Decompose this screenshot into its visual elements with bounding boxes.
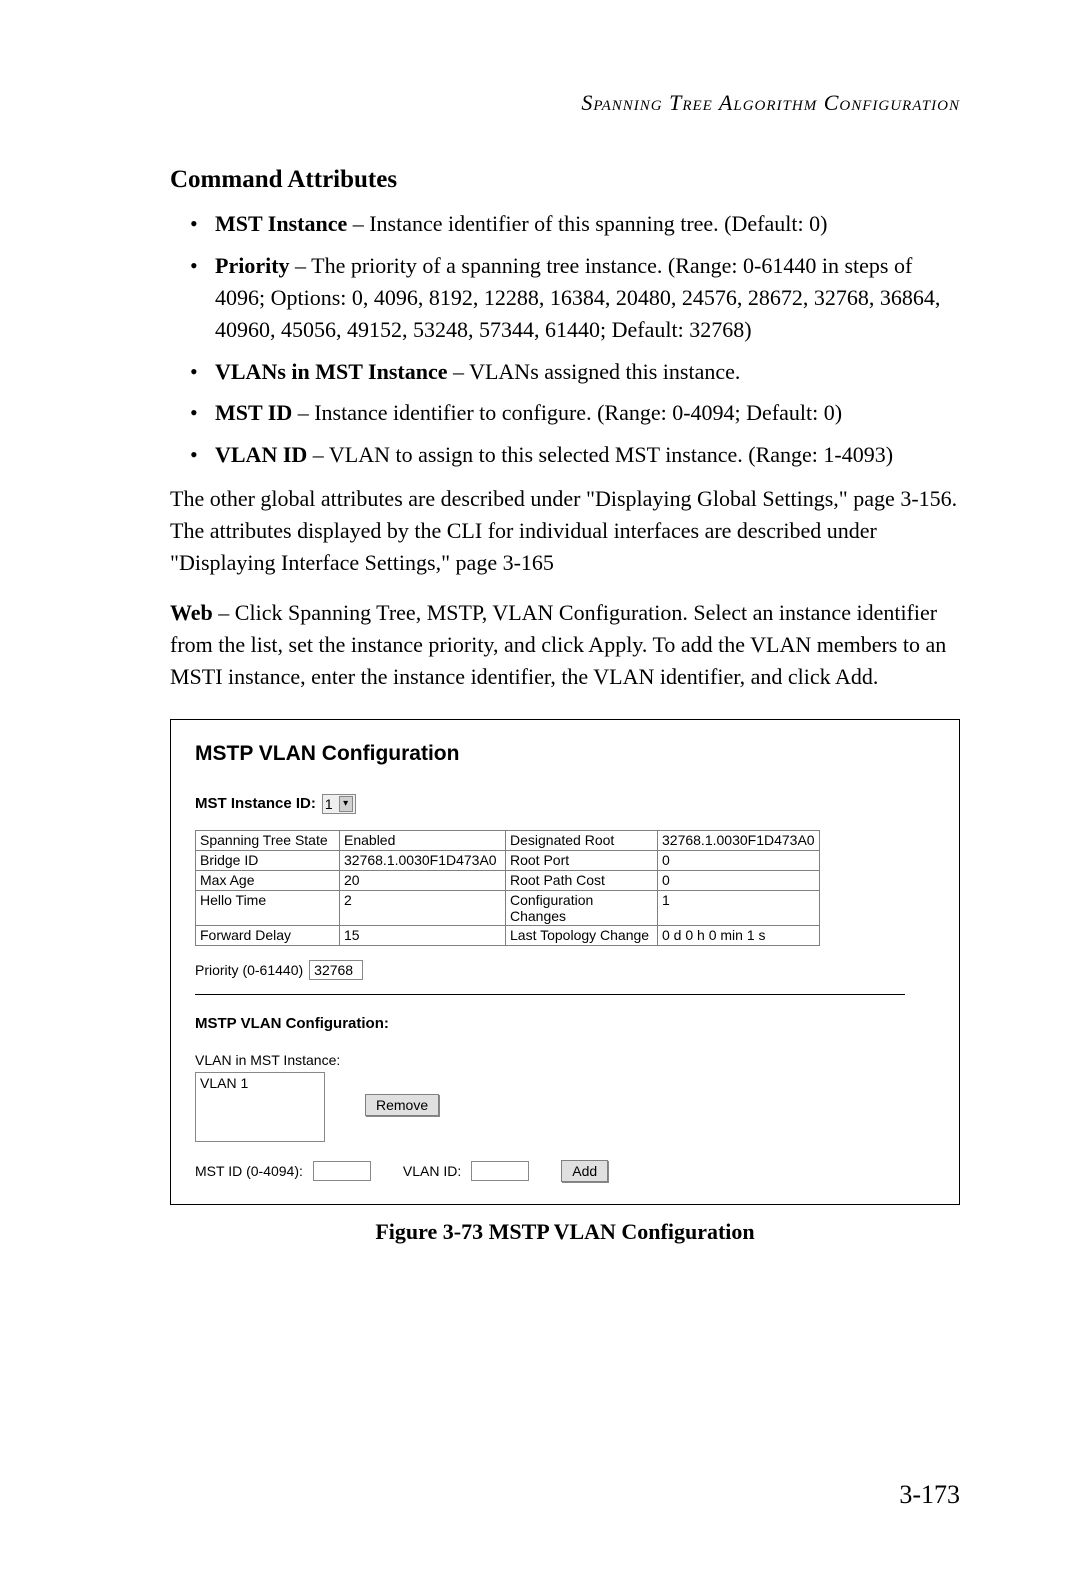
table-row: Bridge ID 32768.1.0030F1D473A0 Root Port…: [196, 850, 820, 870]
divider: [195, 994, 905, 995]
spanning-tree-table: Spanning Tree State Enabled Designated R…: [195, 830, 820, 946]
table-cell: 0 d 0 h 0 min 1 s: [658, 925, 820, 945]
table-cell: 32768.1.0030F1D473A0: [658, 830, 820, 850]
table-cell: 0: [658, 850, 820, 870]
table-row: Hello Time 2 Configuration Changes 1: [196, 890, 820, 925]
page-number: 3-173: [899, 1480, 960, 1510]
table-cell: Forward Delay: [196, 925, 340, 945]
table-cell: Root Port: [506, 850, 658, 870]
table-cell: Enabled: [340, 830, 506, 850]
bullet-item: MST Instance – Instance identifier of th…: [200, 208, 960, 240]
bullet-item: Priority – The priority of a spanning tr…: [200, 250, 960, 346]
table-cell: Max Age: [196, 870, 340, 890]
table-row: Spanning Tree State Enabled Designated R…: [196, 830, 820, 850]
vlan-row: VLAN 1 Remove: [195, 1072, 935, 1142]
table-row: Forward Delay 15 Last Topology Change 0 …: [196, 925, 820, 945]
mst-instance-value: 1: [325, 796, 333, 812]
mstp-screenshot: MSTP VLAN Configuration MST Instance ID:…: [170, 719, 960, 1205]
add-button[interactable]: Add: [561, 1160, 608, 1182]
vlan-list-item[interactable]: VLAN 1: [200, 1075, 320, 1091]
table-cell: Bridge ID: [196, 850, 340, 870]
screenshot-title: MSTP VLAN Configuration: [195, 742, 935, 766]
mst-id-label: MST ID (0-4094):: [195, 1163, 303, 1179]
table-cell: 2: [340, 890, 506, 925]
table-cell: Root Path Cost: [506, 870, 658, 890]
table-cell: 20: [340, 870, 506, 890]
table-cell: Spanning Tree State: [196, 830, 340, 850]
bullet-term: MST ID: [215, 400, 292, 425]
mst-id-input[interactable]: [313, 1161, 371, 1181]
bullet-term: Priority: [215, 253, 290, 278]
priority-row: Priority (0-61440): [195, 960, 935, 980]
bullet-desc: – Instance identifier of this spanning t…: [347, 211, 827, 236]
mst-instance-select[interactable]: 1 ▾: [322, 794, 356, 814]
table-cell: 0: [658, 870, 820, 890]
mstp-vlan-subheading: MSTP VLAN Configuration:: [195, 1015, 935, 1032]
table-row: Max Age 20 Root Path Cost 0: [196, 870, 820, 890]
bullet-desc: – The priority of a spanning tree instan…: [215, 253, 940, 342]
bullet-item: VLAN ID – VLAN to assign to this selecte…: [200, 439, 960, 471]
table-cell: Hello Time: [196, 890, 340, 925]
section-heading: Command Attributes: [170, 166, 960, 194]
vlan-in-mst-label: VLAN in MST Instance:: [195, 1052, 935, 1068]
table-cell: Designated Root: [506, 830, 658, 850]
bullet-term: VLANs in MST Instance: [215, 359, 447, 384]
table-cell: Last Topology Change: [506, 925, 658, 945]
remove-button[interactable]: Remove: [365, 1094, 439, 1116]
mst-id-row: MST ID (0-4094): VLAN ID: Add: [195, 1160, 935, 1182]
bullet-item: VLANs in MST Instance – VLANs assigned t…: [200, 356, 960, 388]
paragraph-1: The other global attributes are describe…: [170, 483, 960, 579]
paragraph-2: Web – Click Spanning Tree, MSTP, VLAN Co…: [170, 597, 960, 693]
mst-instance-label: MST Instance ID:: [195, 795, 316, 812]
priority-label: Priority (0-61440): [195, 962, 303, 978]
table-cell: Configuration Changes: [506, 890, 658, 925]
mst-instance-row: MST Instance ID: 1 ▾: [195, 794, 935, 814]
bullet-desc: – Instance identifier to configure. (Ran…: [292, 400, 842, 425]
bullet-term: MST Instance: [215, 211, 347, 236]
bullet-desc: – VLAN to assign to this selected MST in…: [307, 442, 893, 467]
figure-caption: Figure 3-73 MSTP VLAN Configuration: [170, 1219, 960, 1245]
bullet-item: MST ID – Instance identifier to configur…: [200, 397, 960, 429]
dropdown-icon[interactable]: ▾: [339, 796, 353, 812]
web-rest: – Click Spanning Tree, MSTP, VLAN Config…: [170, 600, 946, 689]
web-lead: Web: [170, 600, 213, 625]
vlan-listbox[interactable]: VLAN 1: [195, 1072, 325, 1142]
page-header: Spanning Tree Algorithm Configuration: [170, 90, 960, 116]
table-cell: 32768.1.0030F1D473A0: [340, 850, 506, 870]
priority-input[interactable]: [309, 960, 363, 980]
table-cell: 1: [658, 890, 820, 925]
table-cell: 15: [340, 925, 506, 945]
bullet-list: MST Instance – Instance identifier of th…: [170, 208, 960, 471]
vlan-id-input[interactable]: [471, 1161, 529, 1181]
vlan-id-label: VLAN ID:: [403, 1163, 461, 1179]
bullet-term: VLAN ID: [215, 442, 307, 467]
bullet-desc: – VLANs assigned this instance.: [447, 359, 740, 384]
